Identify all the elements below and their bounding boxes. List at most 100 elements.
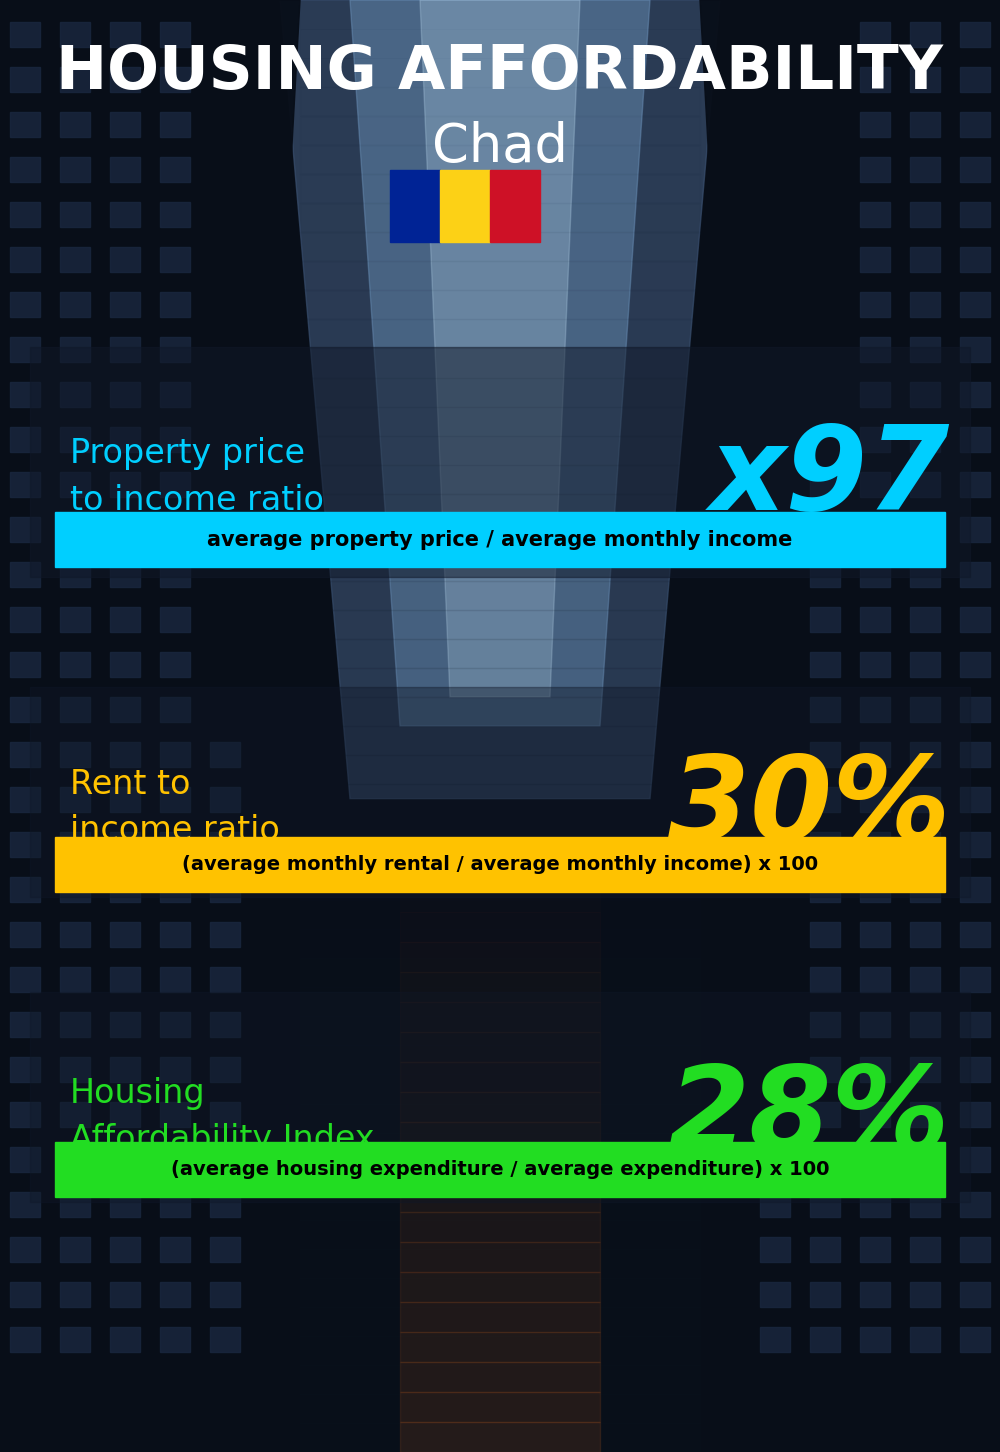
Bar — [160, 967, 190, 992]
Bar — [300, 581, 700, 610]
Bar — [60, 1327, 90, 1352]
Bar — [400, 1061, 600, 1092]
Bar — [60, 1057, 90, 1082]
Bar — [10, 1057, 40, 1082]
Bar — [910, 787, 940, 812]
Bar — [110, 337, 140, 362]
Bar — [110, 292, 140, 317]
Bar — [860, 292, 890, 317]
Bar — [810, 1057, 840, 1082]
Bar — [960, 472, 990, 497]
Bar — [860, 517, 890, 542]
Bar — [10, 382, 40, 407]
Bar — [960, 1012, 990, 1037]
Bar — [960, 877, 990, 902]
Bar — [910, 292, 940, 317]
Bar — [300, 1104, 700, 1133]
Bar — [10, 832, 40, 857]
Bar — [300, 29, 700, 58]
Bar — [210, 877, 240, 902]
Bar — [110, 832, 140, 857]
Bar — [60, 112, 90, 136]
Bar — [860, 337, 890, 362]
Bar — [400, 1392, 600, 1422]
Bar — [110, 697, 140, 722]
Bar — [110, 1102, 140, 1127]
Bar — [160, 1192, 190, 1217]
Bar — [300, 1045, 700, 1074]
Bar — [160, 562, 190, 587]
Bar — [910, 1192, 940, 1217]
Bar — [300, 0, 700, 29]
Bar — [910, 67, 940, 91]
Bar — [400, 1151, 600, 1182]
Bar — [760, 1282, 790, 1307]
Bar — [960, 292, 990, 317]
Text: Housing
Affordability Index: Housing Affordability Index — [70, 1077, 374, 1156]
Bar — [400, 971, 600, 1002]
Bar — [860, 472, 890, 497]
Bar — [300, 552, 700, 581]
Bar — [860, 1237, 890, 1262]
Bar — [60, 607, 90, 632]
Bar — [160, 1327, 190, 1352]
Bar — [210, 1102, 240, 1127]
Bar — [210, 922, 240, 947]
Bar — [110, 67, 140, 91]
Bar — [60, 652, 90, 677]
Polygon shape — [700, 0, 1000, 1452]
Bar — [910, 157, 940, 182]
Bar — [210, 1057, 240, 1082]
Polygon shape — [350, 0, 650, 726]
Bar — [860, 652, 890, 677]
Bar — [160, 247, 190, 272]
Bar — [300, 871, 700, 900]
Bar — [210, 787, 240, 812]
Bar — [110, 157, 140, 182]
Bar — [440, 170, 490, 242]
Bar — [300, 1394, 700, 1423]
Bar — [160, 652, 190, 677]
Bar — [300, 987, 700, 1016]
Bar — [300, 523, 700, 552]
Bar — [300, 929, 700, 958]
Bar — [400, 1092, 600, 1122]
Bar — [300, 232, 700, 261]
Bar — [30, 347, 970, 576]
Bar — [960, 67, 990, 91]
Bar — [860, 427, 890, 452]
Bar — [960, 382, 990, 407]
Bar — [110, 922, 140, 947]
Bar — [860, 1012, 890, 1037]
Bar — [960, 1057, 990, 1082]
Bar — [160, 697, 190, 722]
Bar — [10, 202, 40, 227]
Bar — [400, 1002, 600, 1032]
Bar — [10, 157, 40, 182]
Bar — [160, 1237, 190, 1262]
Bar — [810, 877, 840, 902]
Bar — [300, 407, 700, 436]
Bar — [810, 922, 840, 947]
Bar — [910, 697, 940, 722]
Polygon shape — [0, 0, 300, 1452]
Bar — [300, 726, 700, 755]
Bar — [55, 1143, 945, 1196]
Bar — [10, 337, 40, 362]
Bar — [60, 787, 90, 812]
Bar — [300, 1423, 700, 1452]
Bar — [60, 157, 90, 182]
Bar — [30, 992, 970, 1202]
Bar — [960, 427, 990, 452]
Bar — [160, 742, 190, 767]
Bar — [160, 112, 190, 136]
Bar — [960, 742, 990, 767]
Bar — [910, 517, 940, 542]
Bar — [860, 967, 890, 992]
Bar — [910, 1327, 940, 1352]
Bar — [300, 1249, 700, 1278]
Bar — [300, 1365, 700, 1394]
Bar — [160, 472, 190, 497]
Bar — [910, 1237, 940, 1262]
Text: (average housing expenditure / average expenditure) x 100: (average housing expenditure / average e… — [171, 1160, 829, 1179]
